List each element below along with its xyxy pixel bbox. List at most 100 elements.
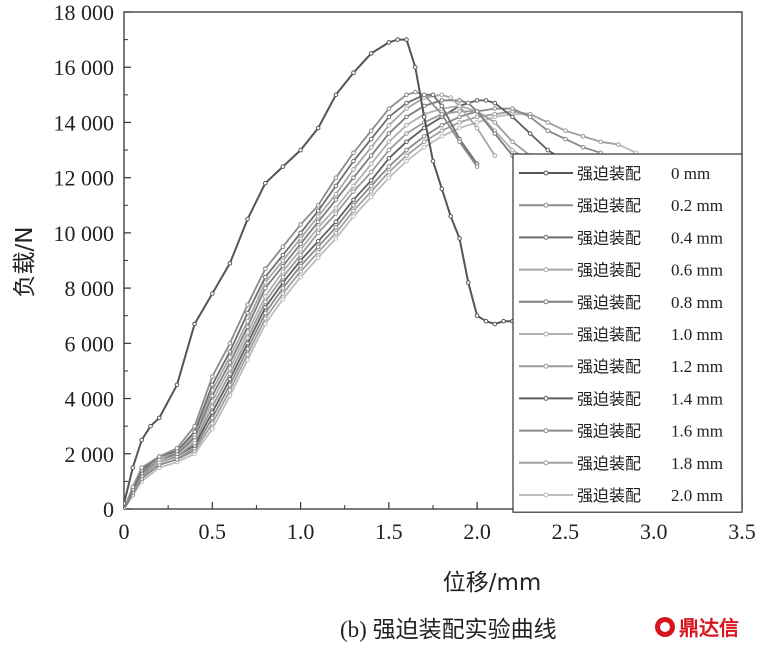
y-tick-label: 6 000 — [65, 331, 115, 356]
data-point — [421, 92, 427, 98]
data-point — [245, 302, 250, 308]
data-point — [298, 269, 303, 274]
data-point — [404, 139, 409, 145]
data-point — [315, 255, 321, 261]
data-point — [510, 147, 515, 153]
data-point — [466, 100, 471, 106]
data-point — [492, 321, 498, 327]
data-point — [333, 92, 339, 98]
data-point — [227, 360, 233, 366]
data-point — [448, 95, 454, 100]
data-point — [227, 349, 233, 354]
legend-marker — [543, 492, 549, 498]
data-point — [298, 263, 303, 269]
x-tick-label: 3.5 — [728, 519, 756, 544]
data-point — [439, 111, 445, 117]
data-point — [404, 106, 409, 111]
data-point — [368, 136, 374, 142]
series-0-mm — [124, 37, 515, 506]
data-point — [351, 167, 356, 172]
series-line — [124, 110, 619, 509]
legend-value: 1.2 mm — [671, 357, 723, 376]
series-line — [124, 38, 513, 504]
data-point — [333, 236, 339, 241]
data-point — [157, 454, 162, 459]
legend-marker — [543, 363, 549, 369]
data-point — [280, 291, 286, 296]
data-point — [333, 205, 339, 211]
data-point — [492, 111, 498, 117]
legend-marker — [543, 331, 549, 337]
data-point — [492, 153, 498, 158]
data-point — [333, 183, 339, 189]
data-point — [280, 269, 286, 274]
data-point — [174, 446, 180, 451]
data-point — [386, 139, 392, 145]
data-point — [386, 169, 392, 175]
data-point — [404, 131, 409, 136]
data-point — [333, 230, 339, 236]
data-point — [351, 203, 356, 208]
x-axis-title: 位移/mm — [443, 570, 542, 596]
legend-marker — [543, 202, 549, 208]
legend-marker — [543, 460, 549, 466]
data-point — [245, 318, 250, 324]
data-point — [457, 139, 462, 145]
data-point — [351, 183, 356, 189]
data-point — [210, 291, 215, 296]
data-point — [298, 258, 303, 263]
data-point — [333, 211, 339, 216]
data-point — [174, 382, 180, 388]
data-point — [457, 109, 462, 114]
data-point — [563, 136, 568, 142]
series-1-0-mm — [124, 103, 533, 509]
data-point — [368, 145, 374, 150]
legend-label: 强迫装配 — [577, 357, 641, 376]
data-point — [457, 98, 462, 103]
data-point — [386, 164, 392, 169]
legend-value: 0.8 mm — [671, 293, 723, 312]
data-point — [298, 230, 303, 236]
data-point — [386, 175, 392, 180]
data-point — [298, 252, 303, 258]
data-point — [298, 247, 303, 252]
data-point — [580, 134, 586, 139]
data-point — [386, 114, 392, 120]
data-point — [280, 280, 286, 285]
data-point — [492, 100, 498, 106]
legend-label: 强迫装配 — [577, 164, 641, 183]
data-point — [386, 131, 392, 136]
data-point — [580, 145, 586, 150]
data-point — [351, 158, 356, 164]
data-point — [368, 194, 374, 200]
x-tick-label: 2.0 — [463, 519, 491, 544]
data-point — [527, 131, 533, 136]
data-point — [227, 371, 233, 377]
data-point — [545, 120, 551, 125]
legend-label: 强迫装配 — [577, 389, 641, 408]
legend-marker — [543, 234, 549, 240]
data-point — [227, 382, 233, 388]
data-point — [457, 114, 462, 120]
data-point — [510, 139, 515, 145]
data-point — [413, 64, 418, 70]
legend-marker — [543, 395, 549, 401]
legend-value: 1.0 mm — [671, 325, 723, 344]
data-point — [563, 128, 568, 133]
x-tick-label: 3.0 — [640, 519, 668, 544]
data-point — [210, 421, 215, 426]
legend-value: 1.8 mm — [671, 454, 723, 473]
legend-value: 0.4 mm — [671, 228, 723, 247]
data-point — [210, 426, 215, 432]
series-1-4-mm — [124, 98, 568, 509]
y-tick-label: 8 000 — [65, 276, 115, 301]
series-line — [124, 99, 514, 509]
data-point — [457, 103, 462, 109]
data-point — [474, 98, 480, 103]
data-point — [227, 365, 233, 371]
data-point — [139, 437, 144, 443]
data-point — [368, 128, 374, 133]
data-point — [315, 214, 321, 219]
legend-label: 强迫装配 — [577, 422, 641, 441]
